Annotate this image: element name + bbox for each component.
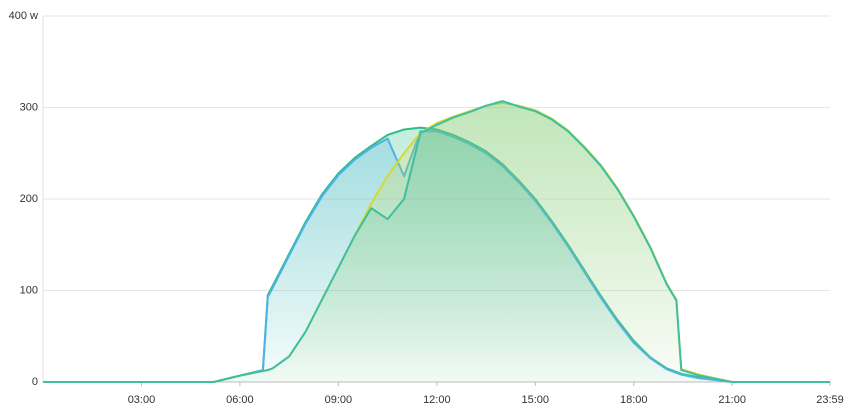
- x-tick-label: 03:00: [128, 394, 156, 406]
- x-tick-label: 06:00: [226, 394, 254, 406]
- series-line: [43, 100, 830, 383]
- y-tick-label: 200: [20, 193, 38, 205]
- series-area: [43, 101, 830, 382]
- y-tick-label: 100: [20, 284, 38, 296]
- y-tick-label: 400 w: [9, 10, 38, 22]
- y-tick-label: 0: [32, 376, 38, 388]
- x-tick-label: 15:00: [522, 394, 550, 406]
- x-tick-label: 18:00: [620, 394, 648, 406]
- x-tick-label: 21:00: [718, 394, 746, 406]
- x-tick-label: 12:00: [423, 394, 451, 406]
- x-tick-label: 23:59: [816, 394, 844, 406]
- x-tick-label: 09:00: [325, 394, 353, 406]
- y-tick-label: 300: [20, 101, 38, 113]
